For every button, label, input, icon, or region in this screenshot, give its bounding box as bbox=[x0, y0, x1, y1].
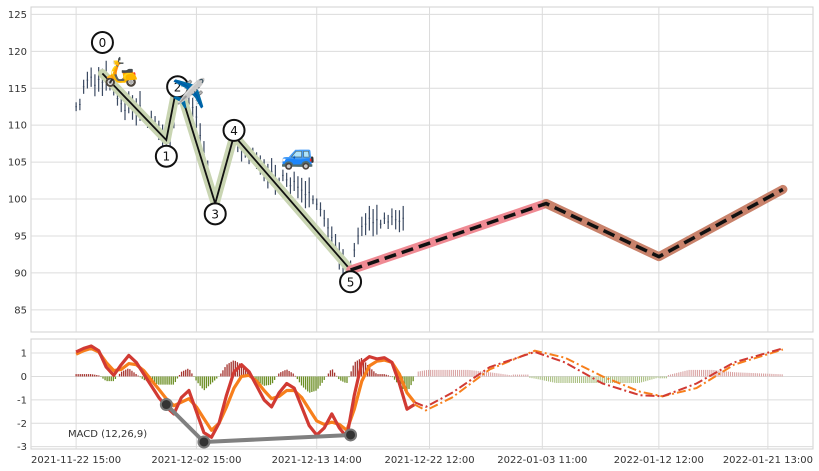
x-tick-label: 2021-12-02 15:00 bbox=[151, 455, 241, 466]
car-icon: 🚙 bbox=[280, 138, 315, 171]
wave-point-labels: 0 1 2 3 4 5 bbox=[90, 30, 363, 294]
divergence-point bbox=[197, 435, 211, 449]
airplane-icon: ✈️ bbox=[171, 76, 206, 110]
price-y-tick-label: 100 bbox=[8, 195, 27, 206]
x-tick-labels: 2021-11-22 15:00 2021-12-02 15:00 2021-12-… bbox=[31, 455, 813, 466]
divergence-point bbox=[159, 398, 173, 412]
macd-y-tick-label: -3 bbox=[17, 442, 27, 453]
x-tick-label: 2022-01-03 11:00 bbox=[497, 455, 587, 466]
price-y-tick-label: 120 bbox=[8, 47, 27, 58]
forecast-line bbox=[350, 187, 784, 272]
price-plot-frame bbox=[30, 6, 814, 333]
macd-y-tick-label: -2 bbox=[17, 419, 27, 430]
signal-line bbox=[75, 346, 416, 432]
price-gridlines bbox=[31, 7, 813, 332]
elliott-wave bbox=[97, 69, 356, 275]
wave-point-label: 3 bbox=[211, 207, 219, 221]
price-y-tick-label: 85 bbox=[14, 305, 27, 316]
x-tick-label: 2021-12-13 14:00 bbox=[272, 455, 362, 466]
scooter-icon: 🛵 bbox=[104, 55, 139, 88]
price-y-tick-label: 125 bbox=[8, 10, 27, 21]
macd-y-tick-label: -1 bbox=[17, 395, 27, 406]
wave-point-circle bbox=[203, 202, 227, 226]
wave-line bbox=[101, 72, 352, 271]
price-panel: 85 90 95 100 105 110 115 120 125 0 1 2 3 4 5 🛵 ✈️ 🚙 bbox=[8, 6, 814, 333]
price-y-tick-label: 105 bbox=[8, 158, 27, 169]
chart-icons: 🛵 ✈️ 🚙 bbox=[104, 55, 316, 171]
wave-point-circle bbox=[339, 270, 363, 294]
wave-point-circle bbox=[154, 144, 178, 168]
forecast-path bbox=[346, 184, 788, 275]
wave-point-0: 0 bbox=[90, 30, 114, 54]
wave-point-5: 5 bbox=[339, 270, 363, 294]
price-y-tick-label: 90 bbox=[14, 268, 27, 279]
wave-point-label: 5 bbox=[347, 275, 355, 289]
wave-point-label: 4 bbox=[230, 124, 238, 138]
wave-point-1: 1 bbox=[154, 144, 178, 168]
macd-histogram bbox=[75, 357, 783, 393]
wave-point-4: 4 bbox=[222, 118, 246, 142]
wave-point-label: 0 bbox=[99, 36, 107, 50]
forecast-signal-line bbox=[414, 348, 784, 412]
x-tick-label: 2021-11-22 15:00 bbox=[31, 455, 121, 466]
divergence-point bbox=[344, 428, 358, 442]
macd-y-tick-labels: -3 -2 -1 0 1 bbox=[17, 349, 27, 454]
macd-annotation: MACD (12,26,9) bbox=[68, 429, 147, 440]
wave-point-2: 2 bbox=[166, 75, 190, 99]
macd-y-tick-label: 0 bbox=[21, 372, 27, 383]
wave-point-3: 3 bbox=[203, 202, 227, 226]
price-y-tick-labels: 85 90 95 100 105 110 115 120 125 bbox=[8, 10, 27, 316]
wave-point-label: 2 bbox=[174, 80, 182, 94]
divergence-line bbox=[159, 398, 358, 449]
price-y-tick-label: 110 bbox=[8, 121, 27, 132]
x-tick-label: 2021-12-22 12:00 bbox=[384, 455, 474, 466]
macd-line bbox=[75, 344, 416, 439]
macd-y-tick-label: 1 bbox=[21, 349, 27, 360]
macd-plot-frame bbox=[30, 338, 814, 450]
wave-point-circle bbox=[90, 30, 114, 54]
macd-lines bbox=[75, 344, 784, 439]
wave-point-circle bbox=[166, 75, 190, 99]
wave-point-circle bbox=[222, 118, 246, 142]
macd-panel: -3 -2 -1 0 1 MACD (12,26,9) bbox=[17, 338, 814, 454]
wave-point-label: 1 bbox=[163, 150, 171, 164]
price-y-tick-label: 95 bbox=[14, 231, 27, 242]
x-tick-label: 2022-01-21 13:00 bbox=[723, 455, 813, 466]
x-tick-label: 2022-01-12 12:00 bbox=[614, 455, 704, 466]
forecast-macd-line bbox=[414, 347, 784, 409]
price-y-tick-label: 115 bbox=[8, 84, 27, 95]
